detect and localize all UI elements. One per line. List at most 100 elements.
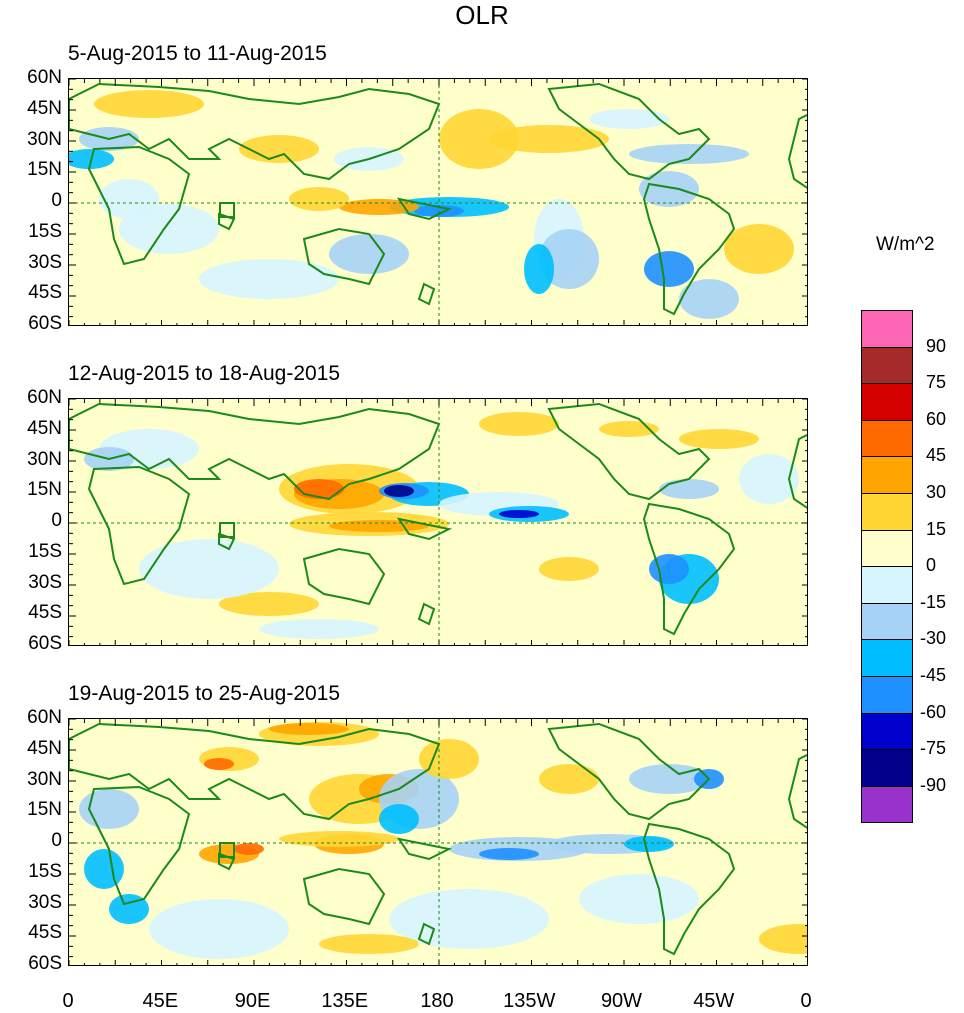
region-box <box>219 522 235 538</box>
region-box <box>219 842 235 858</box>
coastline <box>87 465 191 586</box>
olr-anomaly-region <box>99 179 159 219</box>
region-box <box>219 202 235 218</box>
latitude-label: 45N <box>27 97 62 119</box>
figure-title: OLR <box>455 0 509 30</box>
latitude-label: 30N <box>27 448 62 470</box>
colorbar-swatch <box>861 383 913 421</box>
latitude-label: 45S <box>28 282 62 304</box>
olr-anomaly-region <box>499 510 539 518</box>
olr-anomaly-region <box>379 804 419 834</box>
coastline <box>642 182 736 316</box>
olr-anomaly-region <box>329 234 409 274</box>
coastline <box>547 82 711 181</box>
longitude-label: 90E <box>234 990 271 1012</box>
colorbar-swatch <box>861 493 913 531</box>
colorbar-swatch <box>861 749 913 787</box>
colorbar-level-label: -30 <box>920 628 947 649</box>
olr-anomaly-region <box>624 836 674 852</box>
colorbar-level-label: -45 <box>920 665 947 685</box>
latitude-label: 15S <box>28 540 62 562</box>
olr-anomaly-region <box>739 454 799 504</box>
latitude-label: 45N <box>27 737 62 759</box>
latitude-label: 0 <box>51 830 62 851</box>
coastline <box>417 282 436 306</box>
longitude-label: 180 <box>420 990 454 1012</box>
coastline <box>87 785 191 906</box>
olr-anomaly-region <box>239 135 319 163</box>
olr-anomaly-region <box>539 229 599 289</box>
colorbar-swatch <box>861 310 913 348</box>
colorbar-swatch <box>861 639 913 677</box>
olr-anomaly-region <box>109 894 149 924</box>
coastline <box>396 837 453 861</box>
latitude-label: 30S <box>28 891 62 913</box>
latitude-label: 30N <box>27 128 62 150</box>
coastline <box>642 502 736 636</box>
olr-anomaly-region <box>679 279 739 319</box>
olr-anomaly-region <box>139 539 279 599</box>
latitude-label: 45N <box>27 417 62 439</box>
panel-1-label: 5-Aug-2015 to 11-Aug-2015 <box>68 42 327 65</box>
colorbar-swatch <box>861 676 913 714</box>
colorbar-title: W/m^2 <box>876 234 935 255</box>
latitude-label: 30S <box>28 571 62 593</box>
coastline <box>547 722 711 821</box>
panel-2-label: 12-Aug-2015 to 18-Aug-2015 <box>68 362 341 385</box>
latitude-label: 15S <box>28 860 62 882</box>
longitude-label: 45W <box>693 990 735 1012</box>
colorbar-swatch <box>861 529 913 568</box>
latitude-label: 15N <box>27 159 62 181</box>
olr-anomaly-region <box>439 109 519 169</box>
coastline <box>302 867 386 926</box>
olr-anomaly-region <box>524 244 554 294</box>
map-panel-2 <box>68 398 808 646</box>
colorbar-level-label: 30 <box>926 482 947 502</box>
colorbar-swatch <box>861 456 913 494</box>
olr-anomaly-region <box>539 764 599 794</box>
coastline <box>69 82 441 181</box>
colorbar-swatch <box>861 602 913 641</box>
longitude-label: 0 <box>62 990 74 1012</box>
coastline <box>302 547 386 606</box>
latitude-label: 30N <box>27 768 62 790</box>
coastline <box>302 227 386 286</box>
olr-anomaly-region <box>649 554 689 584</box>
longitude-label: 90W <box>600 990 643 1012</box>
coastline <box>417 922 436 946</box>
olr-anomaly-region <box>149 899 289 959</box>
colorbar-swatch <box>861 419 913 458</box>
coastline <box>87 145 191 266</box>
latitude-label: 0 <box>51 190 62 211</box>
colorbar-level-label: 0 <box>926 555 937 576</box>
colorbar-level-label: 45 <box>926 445 947 466</box>
latitude-label: 30S <box>28 251 62 273</box>
latitude-label: 45S <box>28 922 62 944</box>
olr-anomaly-region <box>479 412 559 436</box>
olr-anomaly-region <box>84 849 124 889</box>
latitude-label: 60N <box>27 67 62 88</box>
olr-anomaly-region <box>389 889 549 949</box>
coastline <box>787 753 807 829</box>
colorbar-swatch <box>861 346 913 385</box>
colorbar-level-label: -75 <box>920 738 947 759</box>
olr-anomaly-region <box>279 831 399 847</box>
colorbar-level-label: 90 <box>926 335 947 356</box>
map-panel-3 <box>68 718 808 966</box>
colorbar-level-label: 60 <box>926 408 947 429</box>
olr-anomaly-region <box>679 429 759 449</box>
olr-anomaly-region <box>384 485 414 497</box>
olr-anomaly-region <box>319 934 419 954</box>
latitude-label: 15N <box>27 479 62 501</box>
coastline <box>642 822 736 956</box>
latitude-label: 60S <box>28 633 62 654</box>
latitude-label: 15S <box>28 220 62 242</box>
colorbar-level-label: -60 <box>920 701 947 722</box>
colorbar-swatch <box>861 566 913 604</box>
coastline <box>787 113 807 189</box>
olr-anomaly-region <box>204 758 234 770</box>
colorbar-swatch <box>861 785 913 824</box>
olr-anomaly-region <box>639 171 699 207</box>
latitude-label: 60S <box>28 313 62 334</box>
olr-anomaly-region <box>629 144 749 164</box>
